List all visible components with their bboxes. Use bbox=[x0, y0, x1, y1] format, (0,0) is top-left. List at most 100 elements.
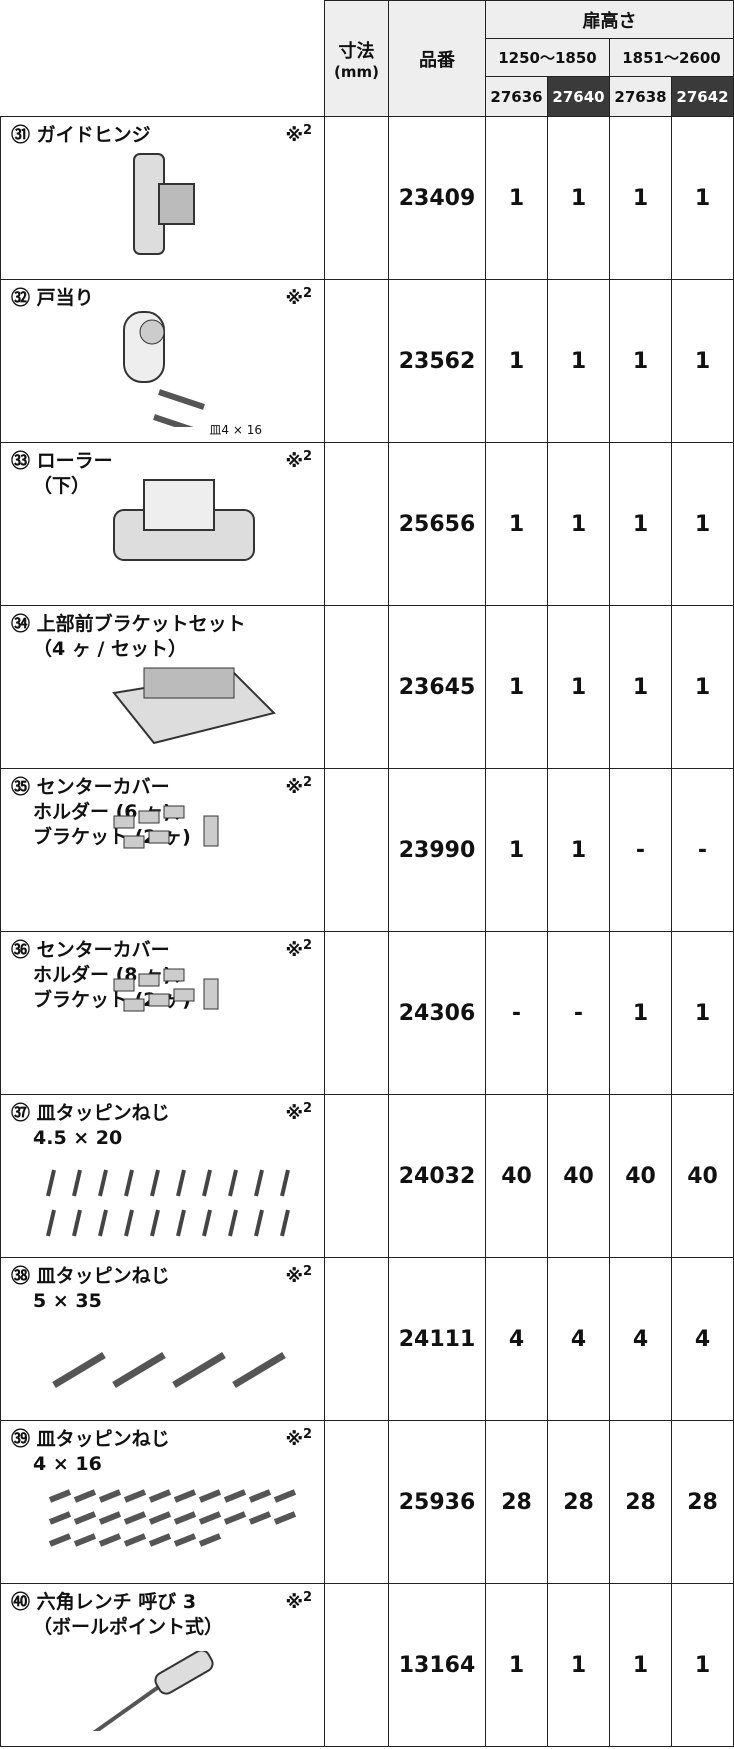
size-cell bbox=[324, 931, 389, 1095]
note-sup: 2 bbox=[302, 775, 312, 790]
part-drawing bbox=[133, 153, 195, 255]
name-line: ㊲ 皿タッピンねじ bbox=[11, 1101, 170, 1126]
quantity: 4 bbox=[547, 1257, 610, 1421]
illustration bbox=[104, 796, 284, 921]
name-line: ㉟ センターカバー bbox=[11, 775, 191, 800]
quantity: 1 bbox=[671, 116, 734, 280]
quantity: 1 bbox=[671, 931, 734, 1095]
item-cell: ㊴ 皿タッピンねじ 4 × 16 ※2 bbox=[0, 1420, 325, 1584]
name-line: ㊵ 六角レンチ 呼び 3 bbox=[11, 1590, 223, 1615]
item-cell: ㊳ 皿タッピンねじ 5 × 35 ※2 bbox=[0, 1257, 325, 1421]
part-no: 25656 bbox=[388, 442, 486, 606]
quantity: 1 bbox=[485, 768, 548, 932]
item-number: ㊵ bbox=[11, 1591, 31, 1613]
item-name: ㉛ ガイドヒンジ bbox=[11, 123, 151, 148]
illustration bbox=[44, 1649, 314, 1749]
name-line: ㉝ ローラー bbox=[11, 449, 113, 474]
size-unit: (mm) bbox=[334, 62, 379, 81]
name-line: 5 × 35 bbox=[11, 1289, 170, 1314]
name-text: 戸当り bbox=[36, 287, 94, 309]
illustration bbox=[104, 959, 284, 1084]
name-text: 皿タッピンねじ bbox=[36, 1428, 170, 1450]
quantity: 1 bbox=[609, 931, 672, 1095]
size-cell bbox=[324, 1257, 389, 1421]
note-mark: ※ bbox=[285, 1592, 303, 1613]
item-cell: ㉜ 戸当り ※2 皿4 × 16 bbox=[0, 279, 325, 443]
size-cell bbox=[324, 442, 389, 606]
row: ㊲ 皿タッピンねじ 4.5 × 20 ※2 24032 40 40 40 40 bbox=[0, 1094, 734, 1258]
quantity: - bbox=[609, 768, 672, 932]
quantity: 1 bbox=[609, 605, 672, 769]
item-number: ㊱ bbox=[11, 939, 31, 961]
row: ㊵ 六角レンチ 呼び 3 （ボールポイント式） ※2 13164 1 1 1 1 bbox=[0, 1583, 734, 1749]
quantity: 1 bbox=[547, 442, 610, 606]
item-cell: ㉝ ローラー （下） ※2 bbox=[0, 442, 325, 606]
quantity: 1 bbox=[547, 279, 610, 443]
part-drawing bbox=[46, 1169, 290, 1237]
name-text: センターカバー bbox=[36, 776, 170, 798]
note-mark: ※ bbox=[285, 288, 303, 309]
name-text: （下） bbox=[33, 475, 91, 497]
item-number: ㊳ bbox=[11, 1265, 31, 1287]
dimension: 皿4 × 16 bbox=[209, 423, 262, 437]
item-number: ㉟ bbox=[11, 776, 31, 798]
name-text: （ボールポイント式） bbox=[33, 1616, 224, 1638]
item-name: ㊵ 六角レンチ 呼び 3 （ボールポイント式） bbox=[11, 1590, 223, 1640]
name-text: 4 × 16 bbox=[33, 1453, 102, 1475]
name-line: （4 ヶ / セット） bbox=[11, 637, 246, 662]
range-header: 1851～2600 bbox=[609, 38, 734, 77]
size-cell bbox=[324, 768, 389, 932]
item-cell: ㊱ センターカバー ホルダー (8 ヶ)、 ブラケット (2 ヶ) ※2 bbox=[0, 931, 325, 1095]
quantity: 1 bbox=[671, 605, 734, 769]
part-no: 24032 bbox=[388, 1094, 486, 1258]
range-header: 1250～1850 bbox=[485, 38, 610, 77]
note: ※2 bbox=[285, 449, 312, 472]
quantity: 40 bbox=[609, 1094, 672, 1258]
name-text: 六角レンチ 呼び 3 bbox=[36, 1591, 197, 1613]
quantity: 4 bbox=[609, 1257, 672, 1421]
item-cell: ㉞ 上部前ブラケットセット （4 ヶ / セット） bbox=[0, 605, 325, 769]
item-name: ㊴ 皿タッピンねじ 4 × 16 bbox=[11, 1427, 170, 1477]
note: ※2 bbox=[285, 286, 312, 309]
part-drawing bbox=[48, 1489, 297, 1547]
item-number: ㉞ bbox=[11, 613, 31, 635]
part-no: 23990 bbox=[388, 768, 486, 932]
part-no: 23645 bbox=[388, 605, 486, 769]
note: ※2 bbox=[285, 1590, 312, 1613]
code-header: 27638 bbox=[609, 76, 672, 117]
part-no: 25936 bbox=[388, 1420, 486, 1584]
item-number: ㉝ bbox=[11, 450, 31, 472]
illustration bbox=[104, 144, 284, 269]
note: ※2 bbox=[285, 1427, 312, 1450]
size-cell bbox=[324, 279, 389, 443]
note-sup: 2 bbox=[302, 1264, 312, 1279]
item-name: ㉞ 上部前ブラケットセット （4 ヶ / セット） bbox=[11, 612, 246, 662]
row: ㉞ 上部前ブラケットセット （4 ヶ / セット） 23645 1 1 1 1 bbox=[0, 605, 734, 769]
item-name: ㊲ 皿タッピンねじ 4.5 × 20 bbox=[11, 1101, 170, 1151]
part-drawing bbox=[52, 1351, 286, 1389]
note-sup: 2 bbox=[302, 1101, 312, 1116]
quantity: 1 bbox=[609, 279, 672, 443]
note-sup: 2 bbox=[302, 938, 312, 953]
note-sup: 2 bbox=[302, 1590, 312, 1605]
note: ※2 bbox=[285, 938, 312, 961]
quantity: 1 bbox=[671, 1583, 734, 1747]
name-text: （4 ヶ / セット） bbox=[33, 638, 188, 660]
row: ㊱ センターカバー ホルダー (8 ヶ)、 ブラケット (2 ヶ) ※2 24306- -… bbox=[0, 931, 734, 1095]
size-label: 寸法 bbox=[338, 40, 375, 62]
quantity: 1 bbox=[671, 279, 734, 443]
row: ㊳ 皿タッピンねじ 5 × 35 ※2 24111 4 4 4 4 bbox=[0, 1257, 734, 1421]
note-mark: ※ bbox=[285, 125, 303, 146]
note-sup: 2 bbox=[302, 123, 312, 138]
quantity: 1 bbox=[609, 442, 672, 606]
quantity: 1 bbox=[485, 279, 548, 443]
item-name: ㉜ 戸当り bbox=[11, 286, 94, 311]
code-header: 27640 bbox=[547, 76, 610, 117]
note-mark: ※ bbox=[285, 1429, 303, 1450]
illustration bbox=[44, 1162, 314, 1247]
name-line: ㊱ センターカバー bbox=[11, 938, 191, 963]
part-drawing bbox=[113, 805, 219, 849]
note: ※2 bbox=[285, 1264, 312, 1287]
